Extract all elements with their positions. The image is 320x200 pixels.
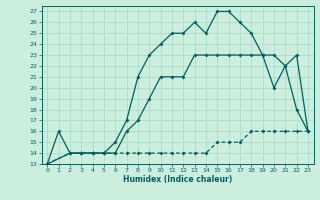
X-axis label: Humidex (Indice chaleur): Humidex (Indice chaleur) xyxy=(123,175,232,184)
